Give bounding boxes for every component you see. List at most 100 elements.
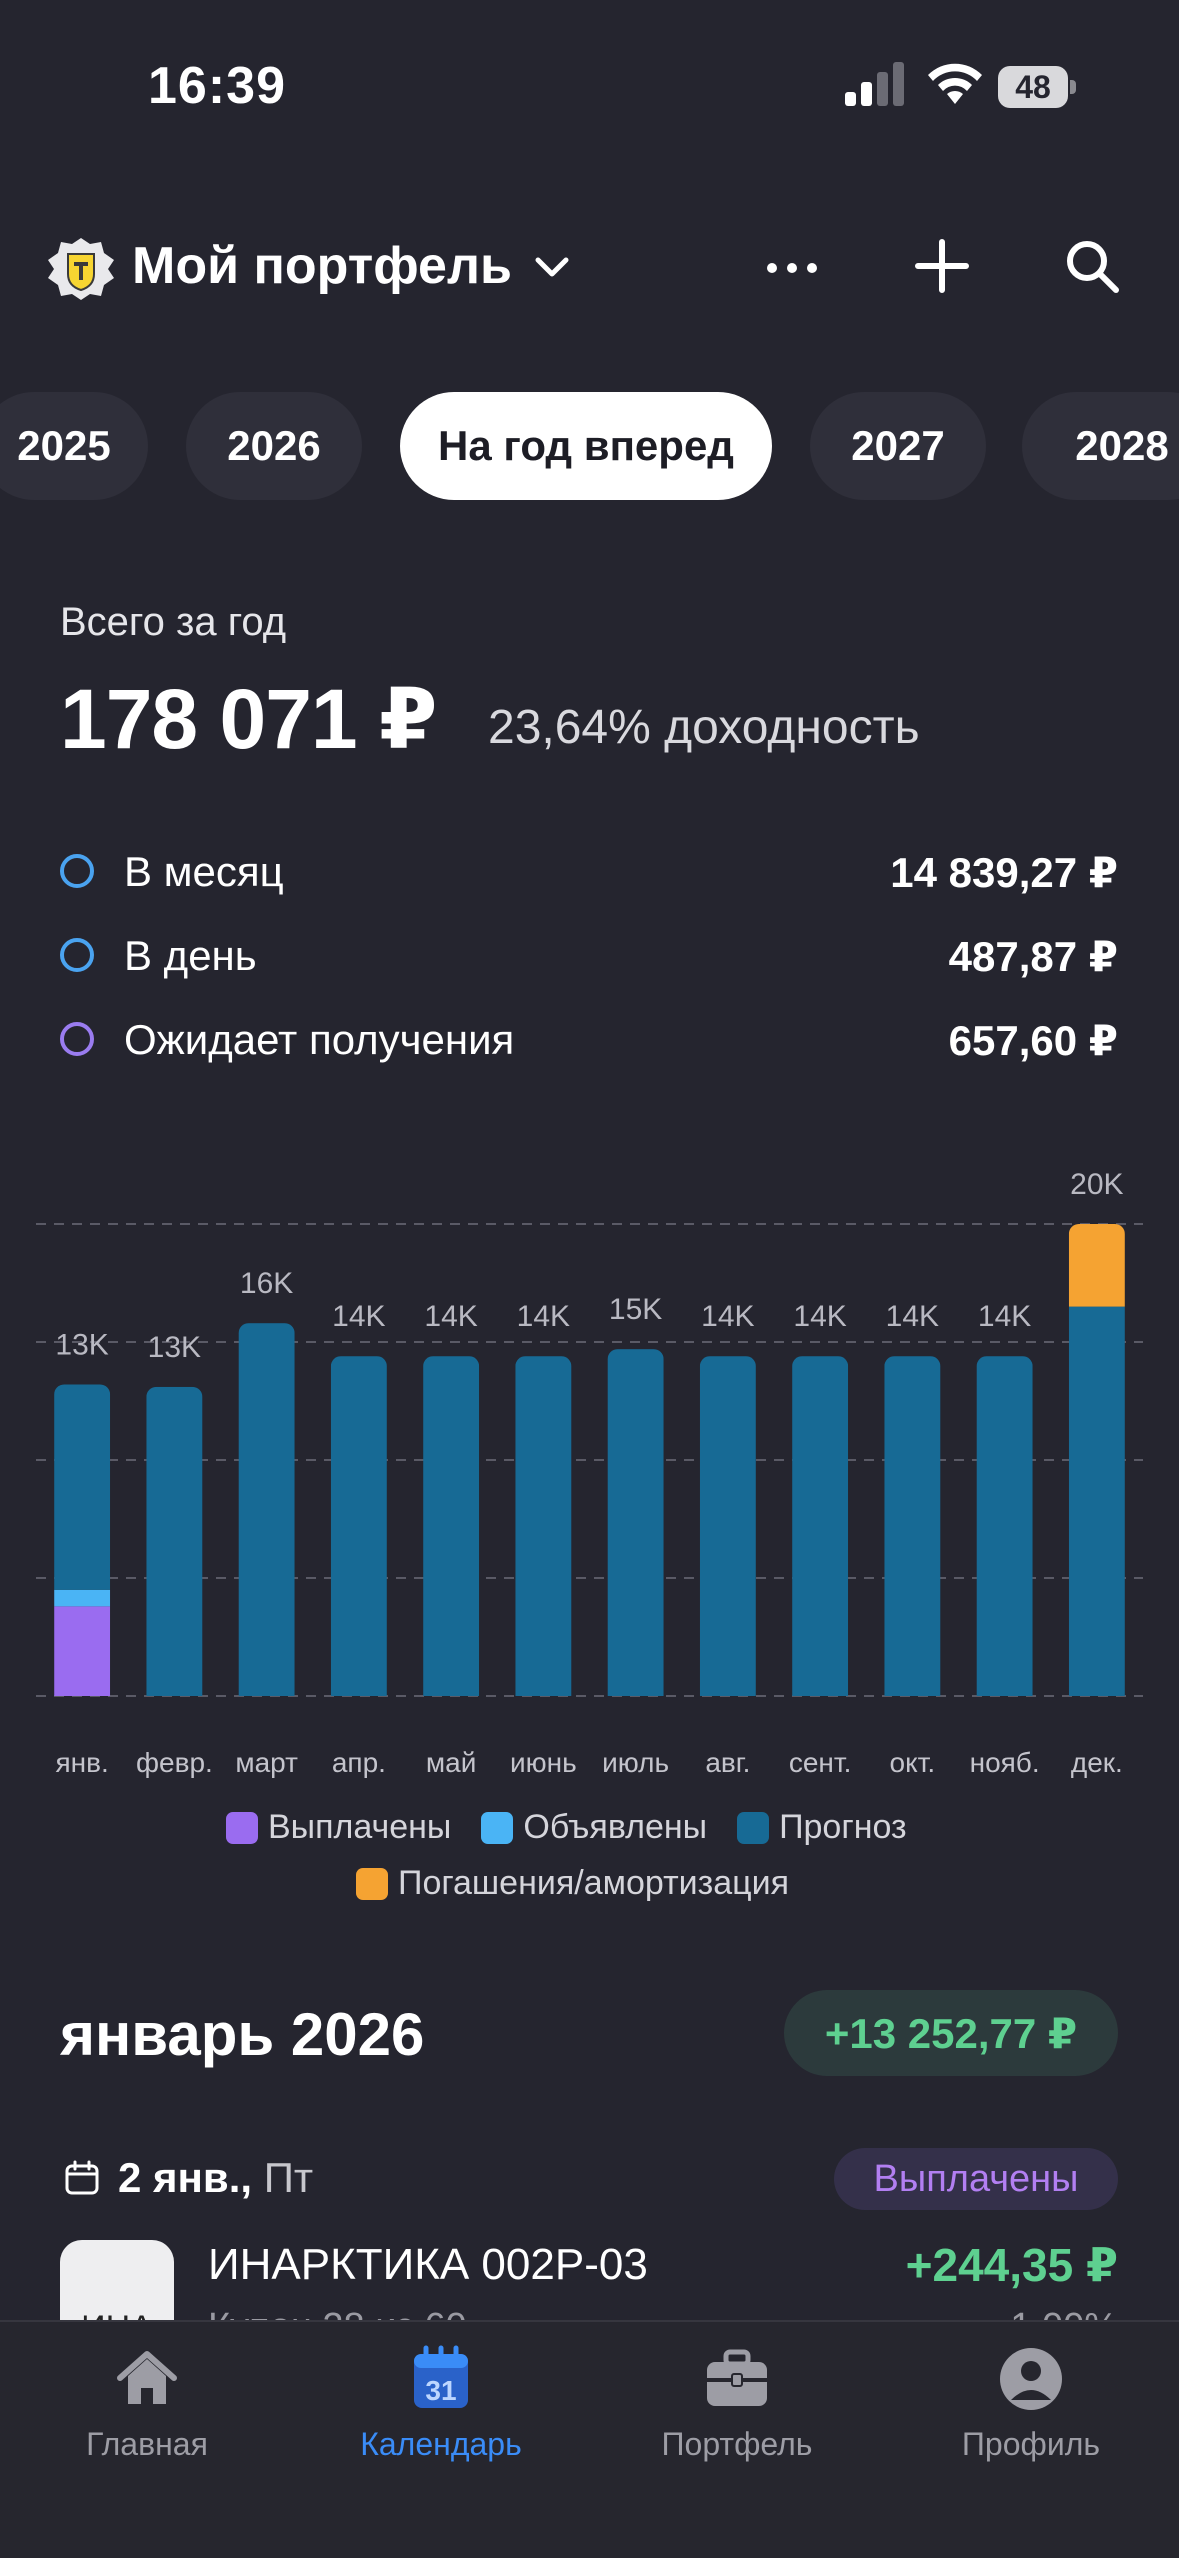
x-tick-label: авг. (705, 1747, 750, 1778)
bar-segment-март-2 (238, 1323, 295, 1696)
x-tick-label: нояб. (970, 1747, 1040, 1778)
nav-home[interactable]: Главная (2, 2344, 292, 2463)
bar-value-label: 14K (793, 1300, 846, 1333)
x-tick-label: сент. (789, 1747, 852, 1778)
bar-value-label: 14K (701, 1300, 754, 1333)
stat-label: В месяц (124, 848, 284, 895)
day-date: 2 янв., (118, 2154, 253, 2201)
bar-segment-дек.-2 (1068, 1306, 1125, 1696)
bar-segment-авг.-2 (699, 1356, 756, 1696)
tab-2025[interactable]: 2025 (0, 392, 148, 500)
x-tick-label: дек. (1071, 1747, 1123, 1778)
status-time: 16:39 (148, 57, 286, 115)
stat-row-pending[interactable]: Ожидает получения 657,60 ₽ (60, 1012, 1118, 1072)
month-title: январь 2026 (60, 2001, 425, 2068)
bar-value-label: 14K (978, 1300, 1031, 1333)
briefcase-icon (707, 2349, 767, 2406)
bar-value-label: 15K (609, 1293, 662, 1326)
stat-value: 487,87 ₽ (948, 933, 1118, 980)
asset-name[interactable]: ИНАРКТИКА 002P-03 (208, 2240, 648, 2289)
bar-value-label: 14K (332, 1300, 385, 1333)
stat-row-day[interactable]: В день 487,87 ₽ (60, 928, 1118, 988)
bar-segment-дек.-3 (1068, 1224, 1125, 1307)
bar-segment-июль-2 (607, 1349, 664, 1696)
tab-2026[interactable]: 2026 (186, 392, 362, 500)
x-tick-label: окт. (890, 1747, 936, 1778)
bar-segment-окт.-2 (884, 1356, 941, 1696)
bar-segment-апр.-2 (330, 1356, 387, 1696)
bar-value-label: 14K (886, 1300, 939, 1333)
nav-profile[interactable]: Профиль (886, 2344, 1176, 2463)
legend-swatch (226, 1811, 258, 1844)
total-label: Всего за год (60, 600, 287, 644)
legend-label: Прогноз (779, 1808, 907, 1846)
stat-label: Ожидает получения (124, 1016, 515, 1063)
nav-label: Главная (86, 2426, 208, 2462)
bar-segment-янв.-1 (54, 1589, 111, 1607)
x-tick-label: март (235, 1747, 298, 1778)
bar-segment-июнь-2 (515, 1356, 572, 1696)
calendar-day: 31 (425, 2375, 456, 2406)
stat-row-month[interactable]: В месяц 14 839,27 ₽ (60, 844, 1118, 904)
battery-icon: 48 (998, 66, 1076, 108)
circle-icon (60, 938, 94, 972)
tab-2027[interactable]: 2027 (810, 392, 986, 500)
legend-label: Объявлены (523, 1808, 708, 1846)
bar-segment-янв.-0 (54, 1606, 111, 1696)
chevron-down-icon[interactable] (530, 246, 574, 290)
asset-amount: +244,35 ₽ (905, 2239, 1118, 2291)
legend-label: Выплачены (268, 1808, 452, 1846)
home-icon (117, 2351, 177, 2404)
month-total-badge: +13 252,77 ₽ (784, 1990, 1118, 2076)
search-icon[interactable] (1062, 236, 1122, 296)
calendar-icon: 31 (414, 2345, 468, 2408)
bar-value-label: 14K (424, 1300, 477, 1333)
tab-2028[interactable]: 2028 (1022, 392, 1179, 500)
stat-value: 657,60 ₽ (948, 1017, 1118, 1064)
plus-icon[interactable] (912, 236, 972, 296)
nav-label: Профиль (961, 2426, 1101, 2462)
x-tick-label: июнь (510, 1747, 577, 1778)
legend-swatch (356, 1867, 388, 1900)
profile-icon (1000, 2348, 1062, 2410)
tab-year-ahead[interactable]: На год вперед (400, 392, 772, 500)
legend-item-paid: Выплачены (226, 1808, 451, 1847)
bar-segment-янв.-2 (54, 1384, 111, 1590)
cellular-signal-icon (845, 62, 904, 106)
circle-icon (60, 854, 94, 888)
nav-portfolio[interactable]: Портфель (592, 2344, 882, 2463)
bank-logo-icon (48, 238, 114, 300)
legend-item-forecast: Прогноз (737, 1808, 907, 1847)
bar-value-label: 14K (517, 1300, 570, 1333)
dividend-bar-chart: 13K янв. 13K февр. 16K март 14K апр. 14K май 14K ию… (36, 1168, 1143, 1778)
more-icon[interactable] (762, 248, 822, 288)
bottom-navigation: Главная 31 Календарь Портфель Профиль (0, 2320, 1179, 2558)
nav-calendar[interactable]: 31 Календарь (296, 2344, 586, 2463)
bar-value-label: 13K (148, 1331, 201, 1364)
calendar-small-icon (65, 2160, 99, 2195)
x-tick-label: май (426, 1747, 476, 1778)
x-tick-label: апр. (332, 1747, 386, 1778)
legend-item-redemption: Погашения/амортизация (356, 1864, 789, 1903)
x-tick-label: янв. (55, 1747, 108, 1778)
legend-item-announced: Объявлены (481, 1808, 707, 1847)
legend-swatch (737, 1811, 770, 1844)
wifi-icon (928, 63, 982, 104)
bar-segment-сент.-2 (792, 1356, 849, 1696)
bar-value-label: 13K (55, 1328, 108, 1361)
x-tick-label: февр. (136, 1747, 213, 1778)
day-label: 2 янв., Пт (118, 2154, 313, 2202)
stat-label: В день (124, 932, 257, 979)
circle-icon (60, 1022, 94, 1056)
legend-label: Погашения/амортизация (398, 1864, 790, 1902)
day-weekday: Пт (263, 2154, 314, 2201)
bar-segment-май-2 (423, 1356, 480, 1696)
total-value: 178 071 ₽ (60, 672, 437, 766)
stat-value: 14 839,27 ₽ (890, 849, 1118, 896)
yield-value: 23,64% доходность (488, 701, 920, 754)
bar-segment-нояб.-2 (976, 1356, 1033, 1696)
bar-segment-февр.-2 (146, 1386, 203, 1696)
portfolio-title[interactable]: Мой портфель (132, 237, 512, 295)
nav-label: Портфель (661, 2426, 813, 2462)
bar-value-label: 16K (240, 1267, 293, 1300)
